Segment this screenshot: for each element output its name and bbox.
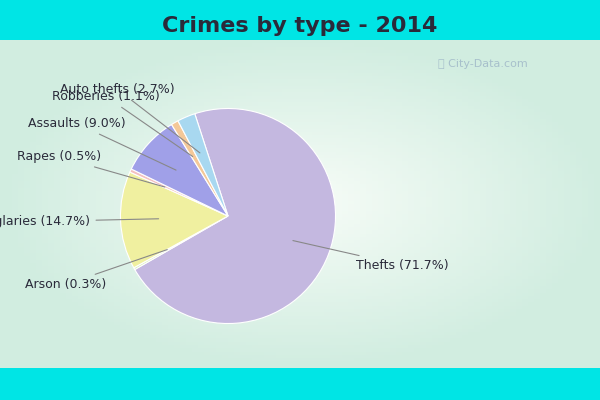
Text: Burglaries (14.7%): Burglaries (14.7%) bbox=[0, 215, 158, 228]
Wedge shape bbox=[121, 172, 228, 268]
Wedge shape bbox=[134, 216, 228, 270]
Wedge shape bbox=[135, 108, 335, 324]
Text: Crimes by type - 2014: Crimes by type - 2014 bbox=[163, 16, 437, 36]
Text: Arson (0.3%): Arson (0.3%) bbox=[25, 250, 167, 291]
Text: ⓘ City-Data.com: ⓘ City-Data.com bbox=[438, 59, 528, 69]
Text: Robberies (1.1%): Robberies (1.1%) bbox=[52, 90, 193, 156]
Wedge shape bbox=[178, 114, 228, 216]
Text: Assaults (9.0%): Assaults (9.0%) bbox=[28, 117, 176, 170]
Wedge shape bbox=[172, 121, 228, 216]
Text: Thefts (71.7%): Thefts (71.7%) bbox=[293, 240, 449, 272]
Text: Rapes (0.5%): Rapes (0.5%) bbox=[17, 150, 165, 187]
Wedge shape bbox=[130, 169, 228, 216]
Wedge shape bbox=[131, 124, 228, 216]
Text: Auto thefts (2.7%): Auto thefts (2.7%) bbox=[60, 83, 200, 153]
